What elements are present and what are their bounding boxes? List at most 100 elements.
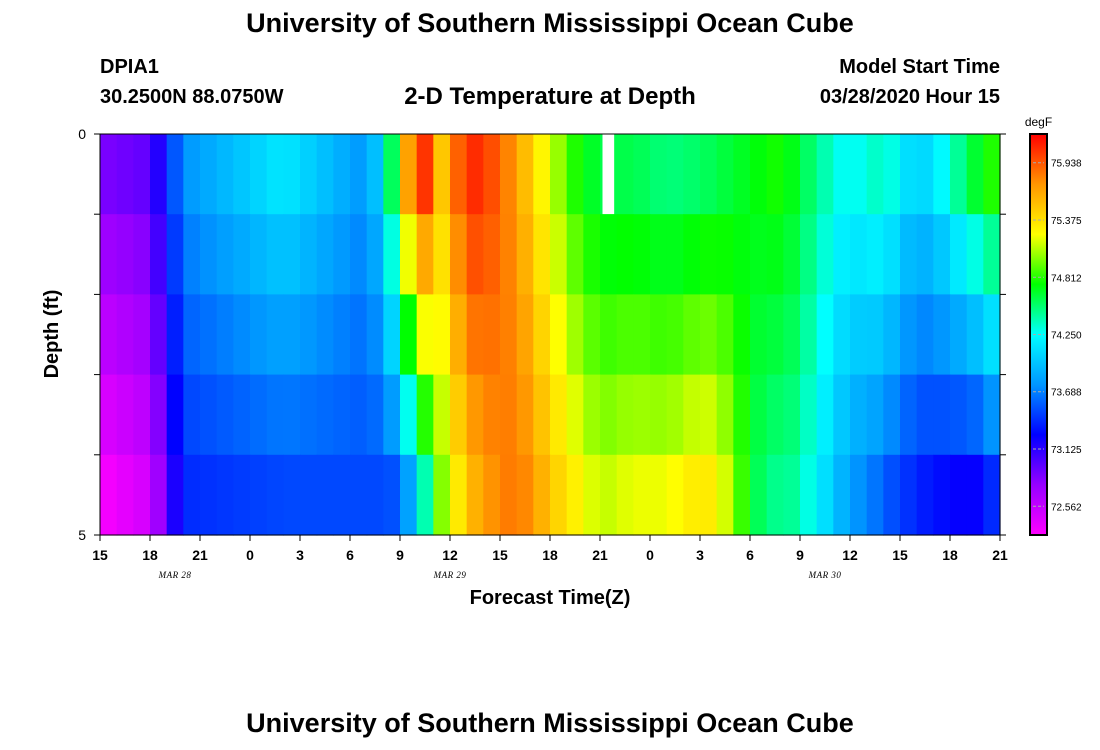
heatmap-cell (816, 454, 834, 536)
heatmap-cell (616, 214, 634, 295)
heatmap-cell (500, 134, 518, 215)
station-id: DPIA1 (100, 56, 159, 78)
heatmap-cell (283, 134, 301, 215)
x-tick-label: 9 (796, 547, 804, 563)
heatmap-cell (916, 374, 934, 456)
heatmap-cell (216, 374, 234, 456)
heatmap-cell (633, 374, 651, 456)
heatmap-cell (233, 374, 251, 456)
heatmap-cell (833, 294, 851, 376)
heatmap-cell (200, 454, 218, 536)
heatmap-cell (183, 134, 201, 215)
x-tick-label: 15 (92, 547, 108, 563)
page-title: University of Southern Mississippi Ocean… (246, 8, 854, 38)
heatmap-cell (766, 134, 784, 215)
heatmap-cell (266, 214, 284, 295)
heatmap-cell (583, 294, 601, 376)
heatmap-cell (433, 214, 451, 295)
colorbar-tick-label: 73.125 (1051, 445, 1082, 456)
heatmap-cell (550, 294, 568, 376)
heatmap-cell (433, 454, 451, 536)
heatmap-cell (950, 294, 968, 376)
heatmap-cell (233, 214, 251, 295)
heatmap-cell (133, 374, 151, 456)
heatmap-cell (700, 374, 718, 456)
heatmap-cell (166, 134, 184, 215)
heatmap-cell (483, 294, 501, 376)
heatmap-cell (750, 134, 768, 215)
heatmap-cell (833, 134, 851, 215)
heatmap-cell (483, 374, 501, 456)
heatmap-cell (266, 374, 284, 456)
heatmap-cell (450, 454, 468, 536)
heatmap-cell (250, 134, 268, 215)
colorbar-tick-label: 73.688 (1051, 388, 1082, 399)
heatmap-cell (616, 294, 634, 376)
heatmap-cell (883, 294, 901, 376)
heatmap-cell (466, 134, 484, 215)
heatmap-cell (150, 294, 168, 376)
heatmap-cell (216, 214, 234, 295)
heatmap-cell (600, 374, 618, 456)
heatmap-cell (633, 134, 651, 215)
heatmap-cell (233, 294, 251, 376)
heatmap-cell (550, 134, 568, 215)
heatmap-cell (100, 214, 118, 295)
heatmap-cell (133, 134, 151, 215)
heatmap-cell (100, 294, 118, 376)
model-start-value: 03/28/2020 Hour 15 (819, 86, 1000, 108)
heatmap-cell (300, 214, 318, 295)
heatmap-cell (716, 214, 734, 295)
heatmap-cell (300, 294, 318, 376)
x-tick-label: 21 (992, 547, 1008, 563)
heatmap-cell (516, 294, 534, 376)
heatmap-cell (216, 294, 234, 376)
heatmap-cell (983, 294, 1001, 376)
heatmap-cell (916, 294, 934, 376)
heatmap-cell (800, 294, 818, 376)
heatmap-cell (833, 214, 851, 295)
heatmap-cell (950, 214, 968, 295)
heatmap-cell (666, 294, 684, 376)
heatmap-cell (900, 134, 918, 215)
heatmap-cell (866, 134, 884, 215)
heatmap-cell (650, 374, 668, 456)
heatmap-cell (150, 454, 168, 536)
heatmap-cell (200, 294, 218, 376)
heatmap-cell (966, 134, 984, 215)
heatmap-cell (800, 454, 818, 536)
heatmap-cell (616, 374, 634, 456)
heatmap-cell (833, 454, 851, 536)
heatmap-cell (666, 214, 684, 295)
heatmap-cell (100, 374, 118, 456)
heatmap-cell (533, 374, 551, 456)
heatmap-cell (266, 294, 284, 376)
heatmap-cell (933, 294, 951, 376)
heatmap-cell (483, 214, 501, 295)
heatmap-cell (500, 214, 518, 295)
heatmap-cell (983, 374, 1001, 456)
x-tick-label: 3 (296, 547, 304, 563)
date-label: MAR 29 (433, 570, 467, 580)
y-tick-label: 5 (78, 527, 86, 543)
heatmap-cell (783, 454, 801, 536)
heatmap-cell (550, 374, 568, 456)
x-tick-label: 18 (542, 547, 558, 563)
heatmap-cell (900, 294, 918, 376)
heatmap-cell (866, 214, 884, 295)
heatmap-cell (533, 294, 551, 376)
date-label: MAR 28 (158, 570, 192, 580)
heatmap-cell (616, 454, 634, 536)
heatmap-cell (250, 294, 268, 376)
x-tick-label: 18 (142, 547, 158, 563)
heatmap-cell (400, 294, 418, 376)
heatmap-cell (483, 134, 501, 215)
heatmap-cell (733, 294, 751, 376)
colorbar-tick-label: 75.375 (1051, 216, 1082, 227)
colorbar-tick-label: 74.812 (1051, 273, 1082, 284)
date-label: MAR 30 (808, 570, 842, 580)
heatmap-cell (250, 454, 268, 536)
heatmap-cell (316, 214, 334, 295)
heatmap-cell (300, 134, 318, 215)
